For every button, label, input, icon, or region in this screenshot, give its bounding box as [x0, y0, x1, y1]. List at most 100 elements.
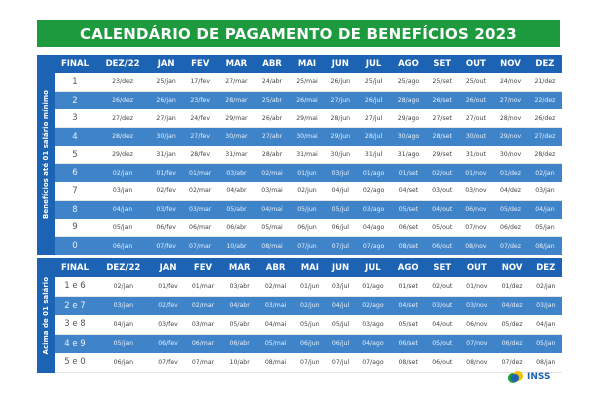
payment-table-2: FINAL DEZ/22 JAN FEV MAR ABR MAI JUN JUL AGO SET OU…	[55, 258, 562, 373]
payment-date-cell: 04/mai	[257, 315, 294, 335]
column-header: JUL	[355, 258, 391, 277]
payment-date-cell: 01/dez	[494, 277, 530, 297]
payment-date-cell: 30/jun	[324, 145, 357, 165]
payment-date-cell: 31/jan	[150, 145, 183, 165]
payment-date-cell: 01/dez	[493, 163, 528, 183]
final-digit-cell: 2	[55, 91, 95, 110]
payment-date-cell: 02/jun	[289, 182, 325, 201]
payment-date-cell: 10/abr	[218, 236, 255, 255]
payment-date-cell: 29/nov	[493, 127, 528, 146]
payment-date-cell: 03/abr	[218, 163, 255, 183]
final-digit-cell: 7	[55, 182, 95, 201]
payment-date-cell: 03/jan	[529, 296, 562, 315]
column-header: AGO	[391, 55, 426, 73]
column-header: FINAL	[55, 55, 95, 73]
payment-date-cell: 04/mai	[254, 200, 290, 219]
payment-date-cell: 02/fev	[150, 182, 183, 201]
payment-date-cell: 23/dez	[95, 73, 151, 92]
payment-date-cell: 04/ago	[356, 218, 392, 238]
payment-date-cell: 25/ago	[391, 73, 426, 92]
payment-date-cell: 02/jun	[293, 296, 327, 315]
payment-date-cell: 02/jan	[95, 277, 152, 297]
payment-date-cell: 25/abr	[254, 91, 290, 110]
column-header: MAR	[218, 55, 255, 73]
payment-date-cell: 28/nov	[493, 109, 528, 129]
payment-date-cell: 02/ago	[356, 182, 392, 201]
payment-date-cell: 02/ago	[355, 296, 391, 315]
payment-date-cell: 07/jul	[326, 353, 356, 373]
payment-date-cell: 04/out	[425, 200, 459, 219]
payment-date-cell: 25/set	[425, 73, 459, 92]
payment-date-cell: 03/jan	[95, 182, 151, 201]
side-label-text: Benefícios até 01 salário mínimo	[42, 90, 50, 220]
payment-date-cell: 26/dez	[95, 91, 151, 110]
inss-logo-icon	[508, 370, 524, 384]
column-header: ABR	[257, 258, 294, 277]
payment-date-cell: 28/dez	[95, 127, 151, 146]
payment-date-cell: 04/dez	[493, 182, 528, 201]
payment-date-cell: 01/mar	[184, 277, 222, 297]
payment-date-cell: 26/jun	[324, 73, 357, 92]
payment-date-cell: 26/out	[458, 91, 494, 110]
final-digit-cell: 3	[55, 109, 95, 129]
payment-date-cell: 24/nov	[493, 73, 528, 92]
payment-date-cell: 26/dez	[527, 109, 562, 129]
column-header: JAN	[151, 258, 185, 277]
payment-date-cell: 05/out	[425, 334, 460, 353]
payment-date-cell: 28/abr	[254, 145, 290, 165]
payment-date-cell: 28/set	[425, 127, 459, 146]
table-row: 1 e 6 02/jan 01/fev 01/mar 03/abr 02/mai 01/ju…	[55, 277, 562, 297]
payment-date-cell: 07/mar	[182, 236, 219, 255]
column-header: JAN	[150, 55, 183, 73]
column-header: NOV	[494, 258, 530, 277]
payment-date-cell: 06/abr	[221, 334, 258, 353]
payment-date-cell: 06/dez	[494, 334, 530, 353]
payment-date-cell: 01/nov	[458, 163, 494, 183]
column-header: DEZ	[529, 258, 562, 277]
payment-date-cell: 01/ago	[355, 277, 391, 297]
payment-date-cell: 03/mar	[184, 315, 222, 335]
payment-date-cell: 24/fev	[182, 109, 219, 129]
payment-date-cell: 22/dez	[527, 91, 562, 110]
payment-date-cell: 01/mar	[182, 163, 219, 183]
payment-date-cell: 25/jan	[150, 73, 183, 92]
payment-date-cell: 05/mai	[257, 334, 294, 353]
payment-date-cell: 10/abr	[221, 353, 258, 373]
payment-date-cell: 03/ago	[356, 200, 392, 219]
payment-date-cell: 05/jul	[326, 315, 356, 335]
payment-date-cell: 03/out	[425, 296, 460, 315]
payment-date-cell: 04/abr	[218, 182, 255, 201]
column-header: NOV	[493, 55, 528, 73]
column-header: AGO	[390, 258, 426, 277]
payment-date-cell: 06/nov	[459, 315, 495, 335]
table-row: 6 02/jan 01/fev 01/mar 03/abr 02/mai 01/jun 03/…	[55, 163, 562, 183]
payment-date-cell: 25/mai	[289, 73, 325, 92]
payment-date-cell: 07/ago	[355, 353, 391, 373]
payment-date-cell: 05/out	[425, 218, 459, 238]
payment-date-cell: 05/jan	[529, 334, 562, 353]
payment-date-cell: 06/jul	[324, 218, 357, 238]
table-row: 9 05/jan 06/fev 06/mar 06/abr 05/mai 06/jun 06/…	[55, 218, 562, 238]
table-row: 7 03/jan 02/fev 02/mar 04/abr 03/mai 02/jun 04/…	[55, 182, 562, 201]
payment-date-cell: 06/fev	[150, 218, 183, 238]
payment-date-cell: 31/jul	[356, 145, 392, 165]
payment-date-cell: 05/set	[390, 315, 426, 335]
payment-date-cell: 30/nov	[493, 145, 528, 165]
payment-date-cell: 08/mai	[257, 353, 294, 373]
payment-date-cell: 05/abr	[218, 200, 255, 219]
final-digit-cell: 5 e 0	[55, 353, 95, 373]
final-digit-cell: 2 e 7	[55, 296, 95, 315]
page-title: CALENDÁRIO DE PAGAMENTO DE BENEFÍCIOS 20…	[37, 20, 560, 47]
payment-date-cell: 04/ago	[355, 334, 391, 353]
final-digit-cell: 8	[55, 200, 95, 219]
payment-date-cell: 27/mar	[218, 73, 255, 92]
payment-date-cell: 01/fev	[150, 163, 183, 183]
payment-date-cell: 07/dez	[493, 236, 528, 255]
column-header: MAI	[293, 258, 327, 277]
payment-date-cell: 01/fev	[151, 277, 185, 297]
payment-date-cell: 03/mai	[254, 182, 290, 201]
final-digit-cell: 4 e 9	[55, 334, 95, 353]
payment-date-cell: 06/jun	[289, 218, 325, 238]
payment-date-cell: 02/jan	[527, 163, 562, 183]
payment-date-cell: 06/mar	[184, 334, 222, 353]
